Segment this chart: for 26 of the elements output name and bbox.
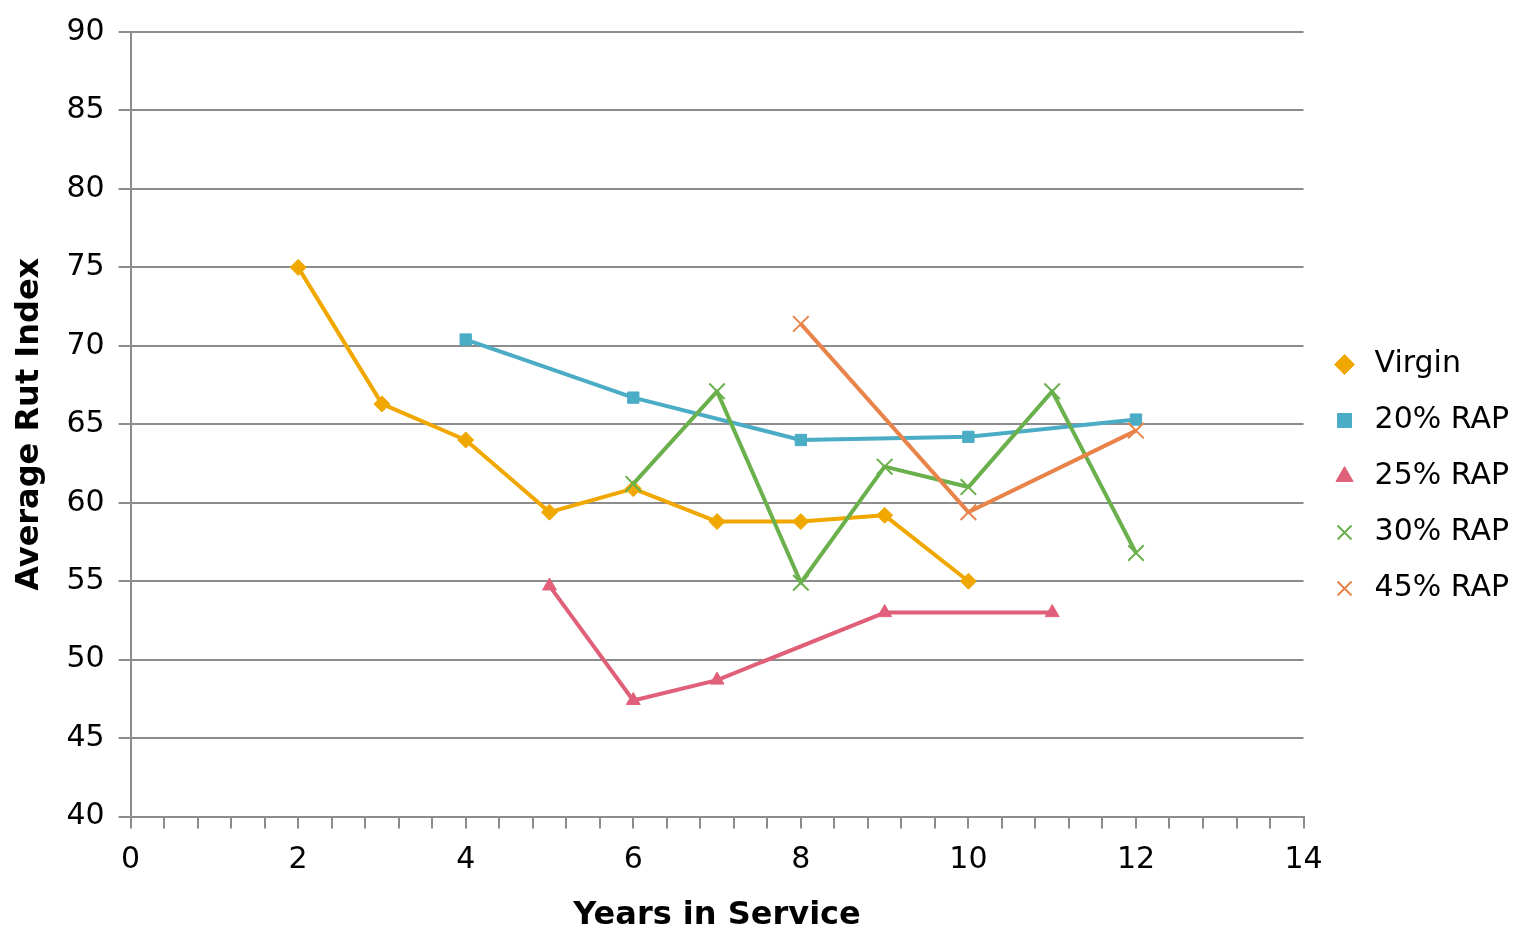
y-tick-label: 45 <box>66 717 105 753</box>
legend-label: 25% RAP <box>1374 456 1510 492</box>
x-tick-label: 8 <box>791 840 811 876</box>
x-axis-title: Years in Service <box>572 894 861 933</box>
legend-label: 45% RAP <box>1374 568 1510 604</box>
x-tick-label: 6 <box>623 840 643 876</box>
x-tick-label: 14 <box>1284 840 1323 876</box>
x-tick-label: 4 <box>456 840 476 876</box>
x-tick-label: 12 <box>1116 840 1156 876</box>
x-tick-label: 2 <box>288 840 308 876</box>
y-tick-label: 70 <box>66 325 105 361</box>
y-tick-label: 60 <box>66 482 105 518</box>
y-tick-label: 90 <box>66 11 105 47</box>
y-axis-title: Average Rut Index <box>7 257 46 591</box>
legend-label: 20% RAP <box>1374 400 1510 436</box>
y-tick-label: 50 <box>66 639 105 675</box>
y-tick-label: 65 <box>66 404 105 440</box>
x-tick-label: 10 <box>949 840 988 876</box>
y-tick-label: 75 <box>66 247 105 283</box>
legend-label: 30% RAP <box>1374 512 1510 548</box>
legend-label: Virgin <box>1374 344 1461 380</box>
y-tick-label: 80 <box>66 168 105 204</box>
y-tick-label: 85 <box>66 90 105 126</box>
y-tick-label: 55 <box>66 561 105 597</box>
y-tick-label: 40 <box>66 796 105 832</box>
x-tick-label: 0 <box>121 840 141 876</box>
